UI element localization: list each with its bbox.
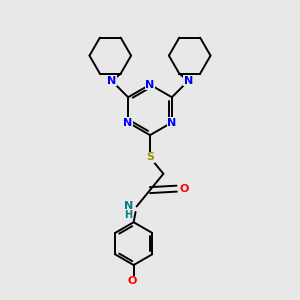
Text: N: N <box>167 118 176 128</box>
Text: N: N <box>124 118 133 128</box>
Text: N: N <box>107 76 116 86</box>
Text: O: O <box>179 184 189 194</box>
Text: N: N <box>124 202 134 212</box>
Text: N: N <box>146 80 154 90</box>
Text: N: N <box>184 76 193 86</box>
Text: S: S <box>146 152 154 162</box>
Text: H: H <box>124 210 132 220</box>
Text: O: O <box>128 276 137 286</box>
